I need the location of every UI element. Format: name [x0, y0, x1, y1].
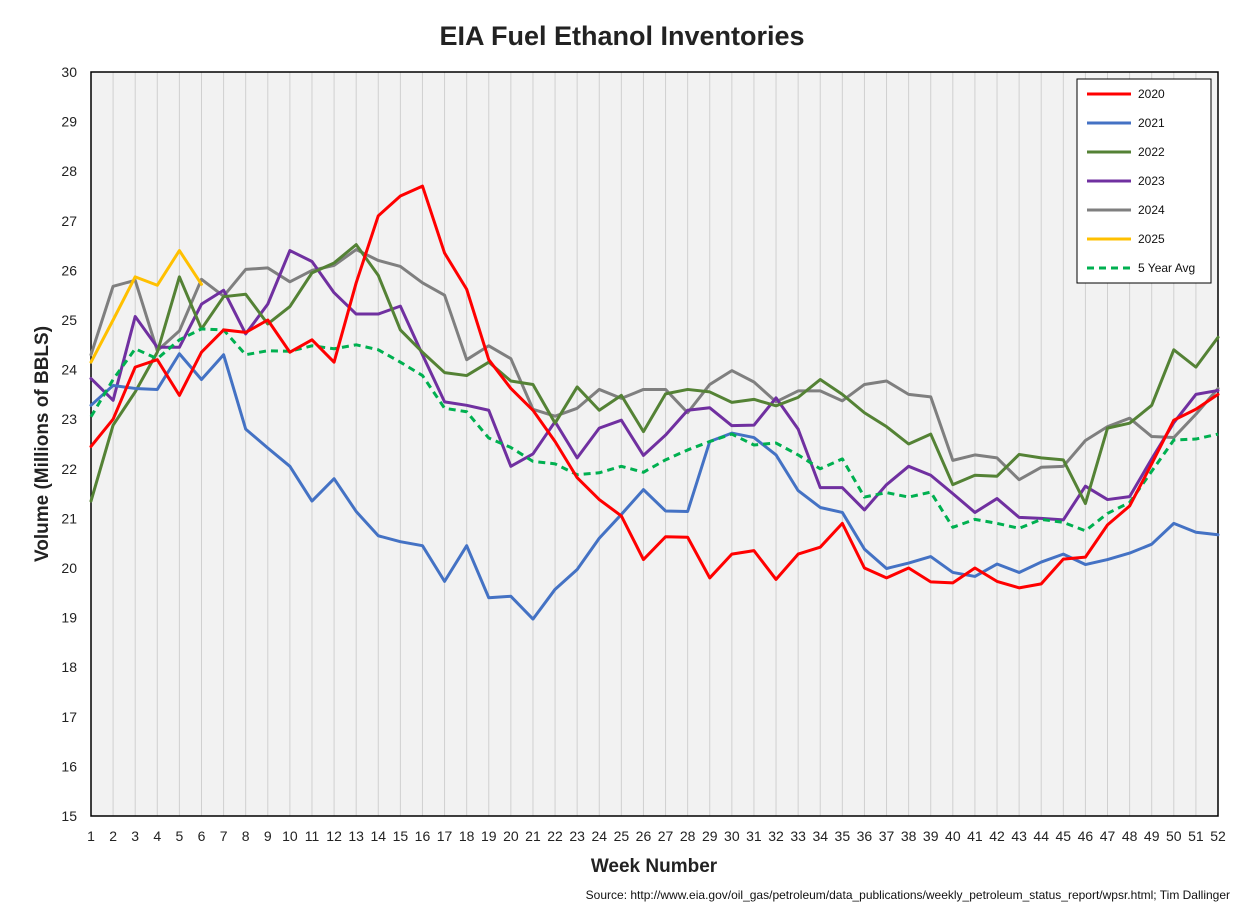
x-tick-label: 32 [768, 828, 784, 844]
x-tick-label: 10 [282, 828, 298, 844]
y-tick-label: 20 [61, 560, 77, 576]
legend-entry: 2023 [1138, 174, 1165, 188]
x-tick-label: 25 [614, 828, 630, 844]
x-tick-label: 38 [901, 828, 917, 844]
x-tick-label: 15 [393, 828, 409, 844]
legend-entry: 2020 [1138, 87, 1165, 101]
y-tick-label: 17 [61, 709, 77, 725]
x-tick-label: 42 [989, 828, 1005, 844]
x-tick-label: 22 [547, 828, 563, 844]
x-tick-label: 26 [636, 828, 652, 844]
x-tick-label: 20 [503, 828, 519, 844]
x-tick-label: 41 [967, 828, 983, 844]
x-tick-label: 49 [1144, 828, 1160, 844]
x-tick-label: 44 [1033, 828, 1049, 844]
source-note: Source: http://www.eia.gov/oil_gas/petro… [586, 888, 1230, 902]
chart-title: EIA Fuel Ethanol Inventories [439, 21, 804, 51]
y-tick-label: 22 [61, 461, 77, 477]
x-tick-label: 45 [1056, 828, 1072, 844]
x-tick-label: 21 [525, 828, 541, 844]
x-tick-label: 12 [326, 828, 342, 844]
x-axis-label: Week Number [591, 856, 718, 877]
x-tick-label: 51 [1188, 828, 1204, 844]
series-line-2022 [89, 243, 1220, 506]
y-tick-label: 28 [61, 163, 77, 179]
x-tick-label: 1 [87, 828, 95, 844]
series-line-5-year-avg [89, 327, 1219, 533]
x-tick-label: 4 [153, 828, 161, 844]
series-line-2025 [89, 249, 203, 364]
y-tick-label: 25 [61, 312, 77, 328]
y-tick-label: 18 [61, 659, 77, 675]
y-tick-label: 23 [61, 411, 77, 427]
y-axis-label: Volume (Millions of BBLS) [32, 326, 53, 562]
x-tick-label: 50 [1166, 828, 1182, 844]
series-lines [89, 184, 1220, 621]
x-tick-label: 37 [879, 828, 895, 844]
x-tick-label: 7 [220, 828, 228, 844]
x-tick-label: 40 [945, 828, 961, 844]
x-tick-label: 14 [370, 828, 386, 844]
y-tick-label: 15 [61, 808, 77, 824]
x-tick-label: 33 [790, 828, 806, 844]
y-tick-label: 19 [61, 610, 77, 626]
x-tick-label: 6 [198, 828, 206, 844]
legend-entry: 5 Year Avg [1138, 261, 1195, 275]
x-tick-label: 36 [857, 828, 873, 844]
x-tick-label: 43 [1011, 828, 1027, 844]
x-tick-label: 34 [812, 828, 828, 844]
x-tick-label: 8 [242, 828, 250, 844]
x-tick-label: 28 [680, 828, 696, 844]
legend-entry: 2022 [1138, 145, 1165, 159]
legend-entry: 2025 [1138, 232, 1165, 246]
x-tick-label: 47 [1100, 828, 1116, 844]
x-tick-label: 35 [835, 828, 851, 844]
x-tick-label: 18 [459, 828, 475, 844]
x-tick-label: 19 [481, 828, 497, 844]
x-tick-label: 16 [415, 828, 431, 844]
x-tick-label: 46 [1078, 828, 1094, 844]
x-tick-label: 29 [702, 828, 718, 844]
x-tick-label: 17 [437, 828, 453, 844]
legend-entry: 2024 [1138, 203, 1165, 217]
plot-border [90, 71, 1219, 817]
y-tick-label: 24 [61, 362, 77, 378]
x-tick-label: 52 [1210, 828, 1226, 844]
x-tick-label: 5 [175, 828, 183, 844]
x-tick-label: 9 [264, 828, 272, 844]
series-line-2021 [89, 352, 1220, 621]
y-tick-label: 21 [61, 510, 77, 526]
x-tick-label: 13 [348, 828, 364, 844]
y-tick-label: 29 [61, 114, 77, 130]
x-tick-label: 48 [1122, 828, 1138, 844]
x-tick-label: 2 [109, 828, 117, 844]
y-tick-label: 30 [61, 64, 77, 80]
x-tick-label: 31 [746, 828, 762, 844]
x-tick-label: 23 [569, 828, 585, 844]
x-axis-ticks: 1 2 3 4 5 6 7 8 9 10 11 12 13 14 15 16 17 18 19 20 21 22 23 24 2… [87, 828, 1226, 844]
x-tick-label: 3 [131, 828, 139, 844]
y-tick-label: 27 [61, 213, 77, 229]
legend-entry: 2021 [1138, 116, 1165, 130]
series-line-2023 [89, 249, 1220, 522]
x-tick-label: 30 [724, 828, 740, 844]
x-tick-label: 24 [591, 828, 607, 844]
x-tick-label: 11 [305, 828, 320, 844]
legend: 2020 2021 2022 2023 2024 2025 5 Year Avg [1076, 78, 1212, 284]
y-axis-ticks: 15 16 17 18 19 20 21 22 23 24 25 26 27 28 29 30 [61, 64, 77, 824]
x-tick-label: 27 [658, 828, 674, 844]
y-tick-label: 16 [61, 758, 77, 774]
x-tick-label: 39 [923, 828, 939, 844]
grid-lines [112, 72, 1197, 816]
series-line-2020 [89, 184, 1220, 590]
y-tick-label: 26 [61, 262, 77, 278]
